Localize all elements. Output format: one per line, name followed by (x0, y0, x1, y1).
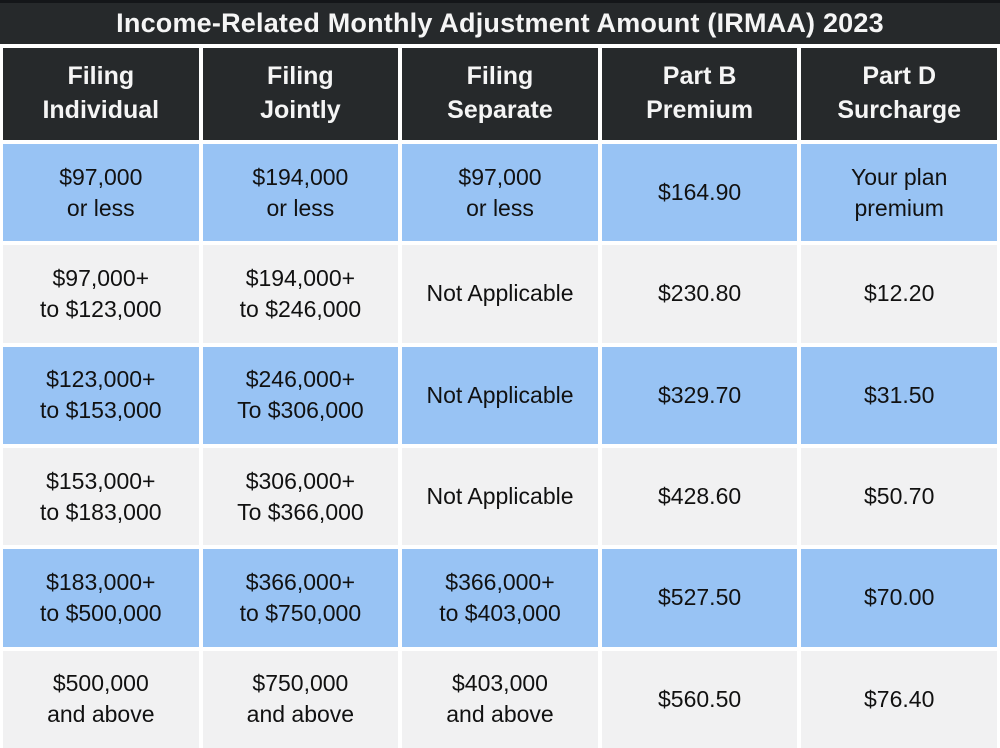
table-cell: $97,000+ to $123,000 (3, 245, 199, 343)
column-header-filing-jointly: Filing Jointly (202, 48, 399, 140)
column-header-filing-separate: Filing Separate (402, 48, 598, 140)
table-cell: Not Applicable (402, 448, 598, 546)
table-cell: $123,000+ to $153,000 (3, 346, 199, 444)
table-cell: $183,000+ to $500,000 (3, 549, 199, 647)
table-cell: $76.40 (801, 650, 997, 748)
table-cell: $527.50 (601, 549, 798, 647)
table-cell: $164.90 (601, 144, 798, 242)
table-cell: $50.70 (801, 448, 997, 546)
table-cell: $97,000 or less (402, 144, 598, 242)
table-cell: $194,000 or less (202, 144, 399, 242)
table-cell: $329.70 (601, 346, 798, 444)
table-cell: Not Applicable (402, 346, 598, 444)
table-cell: $366,000+ to $403,000 (402, 549, 598, 647)
column-header-filing-individual: Filing Individual (3, 48, 199, 140)
table-cell: $366,000+ to $750,000 (202, 549, 399, 647)
table-cell: $97,000 or less (3, 144, 199, 242)
table-cell: $31.50 (801, 346, 997, 444)
table-cell: $246,000+ To $306,000 (202, 346, 399, 444)
table-title: Income-Related Monthly Adjustment Amount… (0, 0, 1000, 44)
table-cell: Your plan premium (801, 144, 997, 242)
table-cell: $194,000+ to $246,000 (202, 245, 399, 343)
table-cell: $560.50 (601, 650, 798, 748)
table-cell: $500,000 and above (3, 650, 199, 748)
column-header-part-b-premium: Part B Premium (601, 48, 798, 140)
table-cell: $153,000+ to $183,000 (3, 448, 199, 546)
table-cell: $750,000 and above (202, 650, 399, 748)
table-cell: $70.00 (801, 549, 997, 647)
table-cell: $230.80 (601, 245, 798, 343)
table-cell: $403,000 and above (402, 650, 598, 748)
table-cell: $428.60 (601, 448, 798, 546)
table-cell: Not Applicable (402, 245, 598, 343)
column-header-part-d-surcharge: Part D Surcharge (801, 48, 997, 140)
table-cell: $12.20 (801, 245, 997, 343)
table-cell: $306,000+ To $366,000 (202, 448, 399, 546)
irmaa-table: Filing Individual Filing Jointly Filing … (0, 48, 1000, 748)
